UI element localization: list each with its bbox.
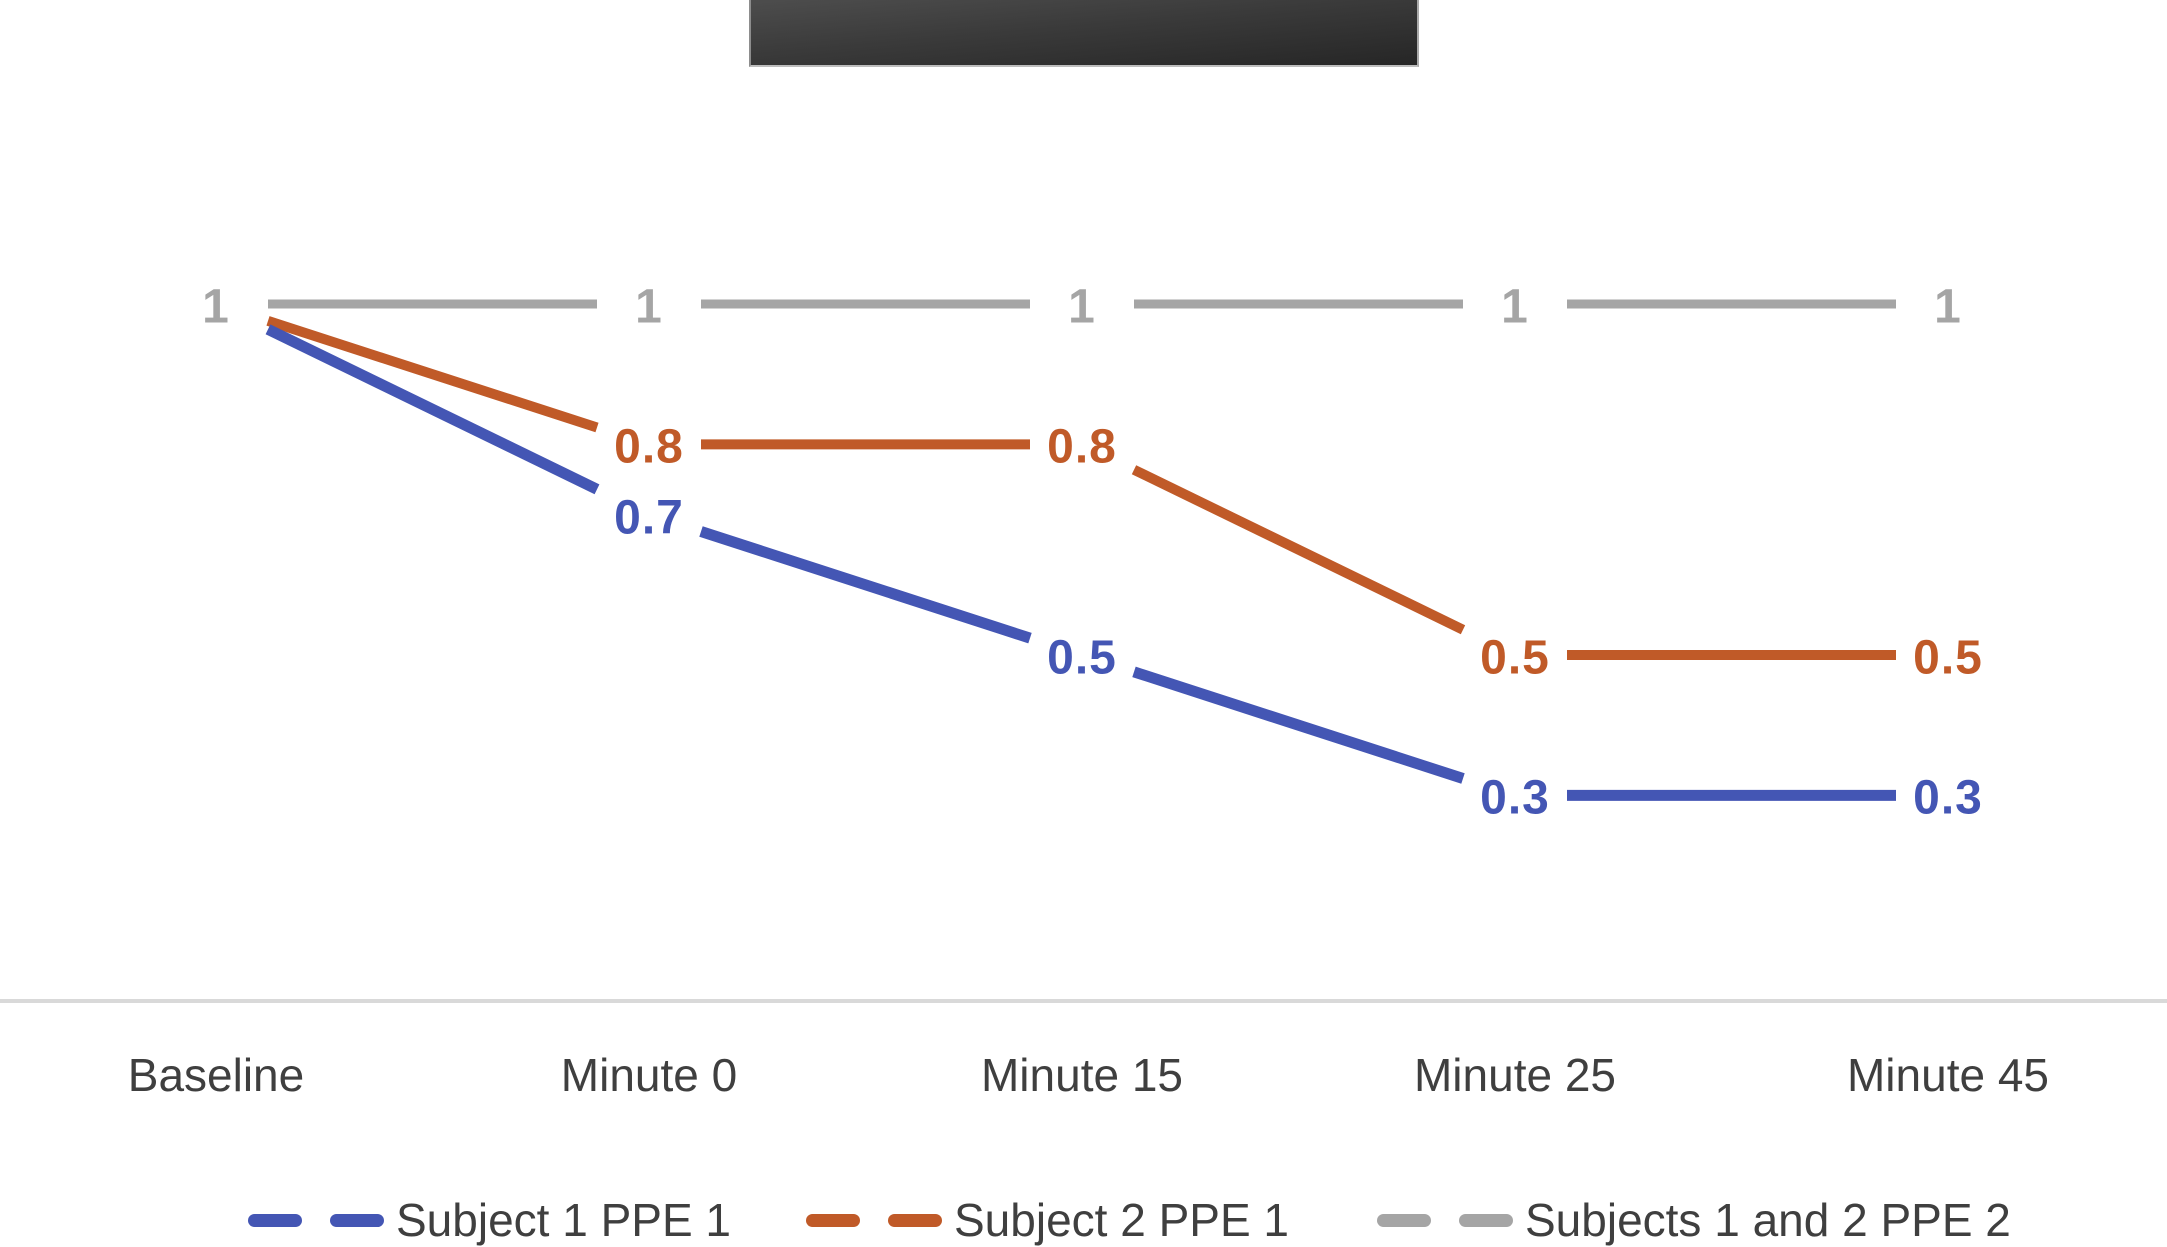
legend-item: Subject 1 PPE 1 (248, 1192, 731, 1247)
x-axis-line (0, 999, 2167, 1003)
data-label: 0.7 (614, 491, 684, 545)
legend-dash (806, 1213, 860, 1227)
legend-dash-marker-icon (1377, 1213, 1513, 1227)
line-segment (266, 316, 599, 433)
legend-label: Subject 2 PPE 1 (954, 1194, 1289, 1246)
legend-dash-marker-icon (806, 1213, 942, 1227)
data-label: 0.5 (1480, 631, 1550, 685)
data-label: 0.8 (614, 420, 684, 474)
redacted-title-block (749, 0, 1419, 67)
line-segment (1132, 666, 1465, 784)
data-label: 0.8 (1047, 420, 1117, 474)
x-axis-label: Minute 45 (1846, 1049, 2050, 1101)
legend-item: Subjects 1 and 2 PPE 2 (1377, 1192, 2011, 1247)
legend-dash (1459, 1213, 1513, 1227)
data-label: 1 (1934, 280, 1962, 334)
x-axis-label: Minute 25 (1413, 1049, 1617, 1101)
data-label: 1 (1068, 280, 1096, 334)
legend-item: Subject 2 PPE 1 (806, 1192, 1289, 1247)
line-segment (265, 324, 600, 495)
legend-dash (1377, 1213, 1431, 1227)
x-axis-label: Baseline (127, 1049, 305, 1101)
legend-dash (888, 1213, 942, 1227)
data-label: 1 (202, 280, 230, 334)
legend-dash (330, 1213, 384, 1227)
data-label: 1 (1501, 280, 1529, 334)
data-label: 0.3 (1480, 771, 1550, 825)
legend-dash (248, 1213, 302, 1227)
x-axis-label: Minute 0 (560, 1049, 738, 1101)
data-label: 1 (635, 280, 663, 334)
line-segment (1131, 465, 1466, 635)
data-label: 0.3 (1913, 771, 1983, 825)
legend-dash-marker-icon (248, 1213, 384, 1227)
data-label: 0.5 (1047, 631, 1117, 685)
data-label: 0.5 (1913, 631, 1983, 685)
x-axis-label: Minute 15 (980, 1049, 1184, 1101)
legend-label: Subjects 1 and 2 PPE 2 (1525, 1194, 2011, 1246)
line-segment (699, 526, 1032, 644)
legend-label: Subject 1 PPE 1 (396, 1194, 731, 1246)
